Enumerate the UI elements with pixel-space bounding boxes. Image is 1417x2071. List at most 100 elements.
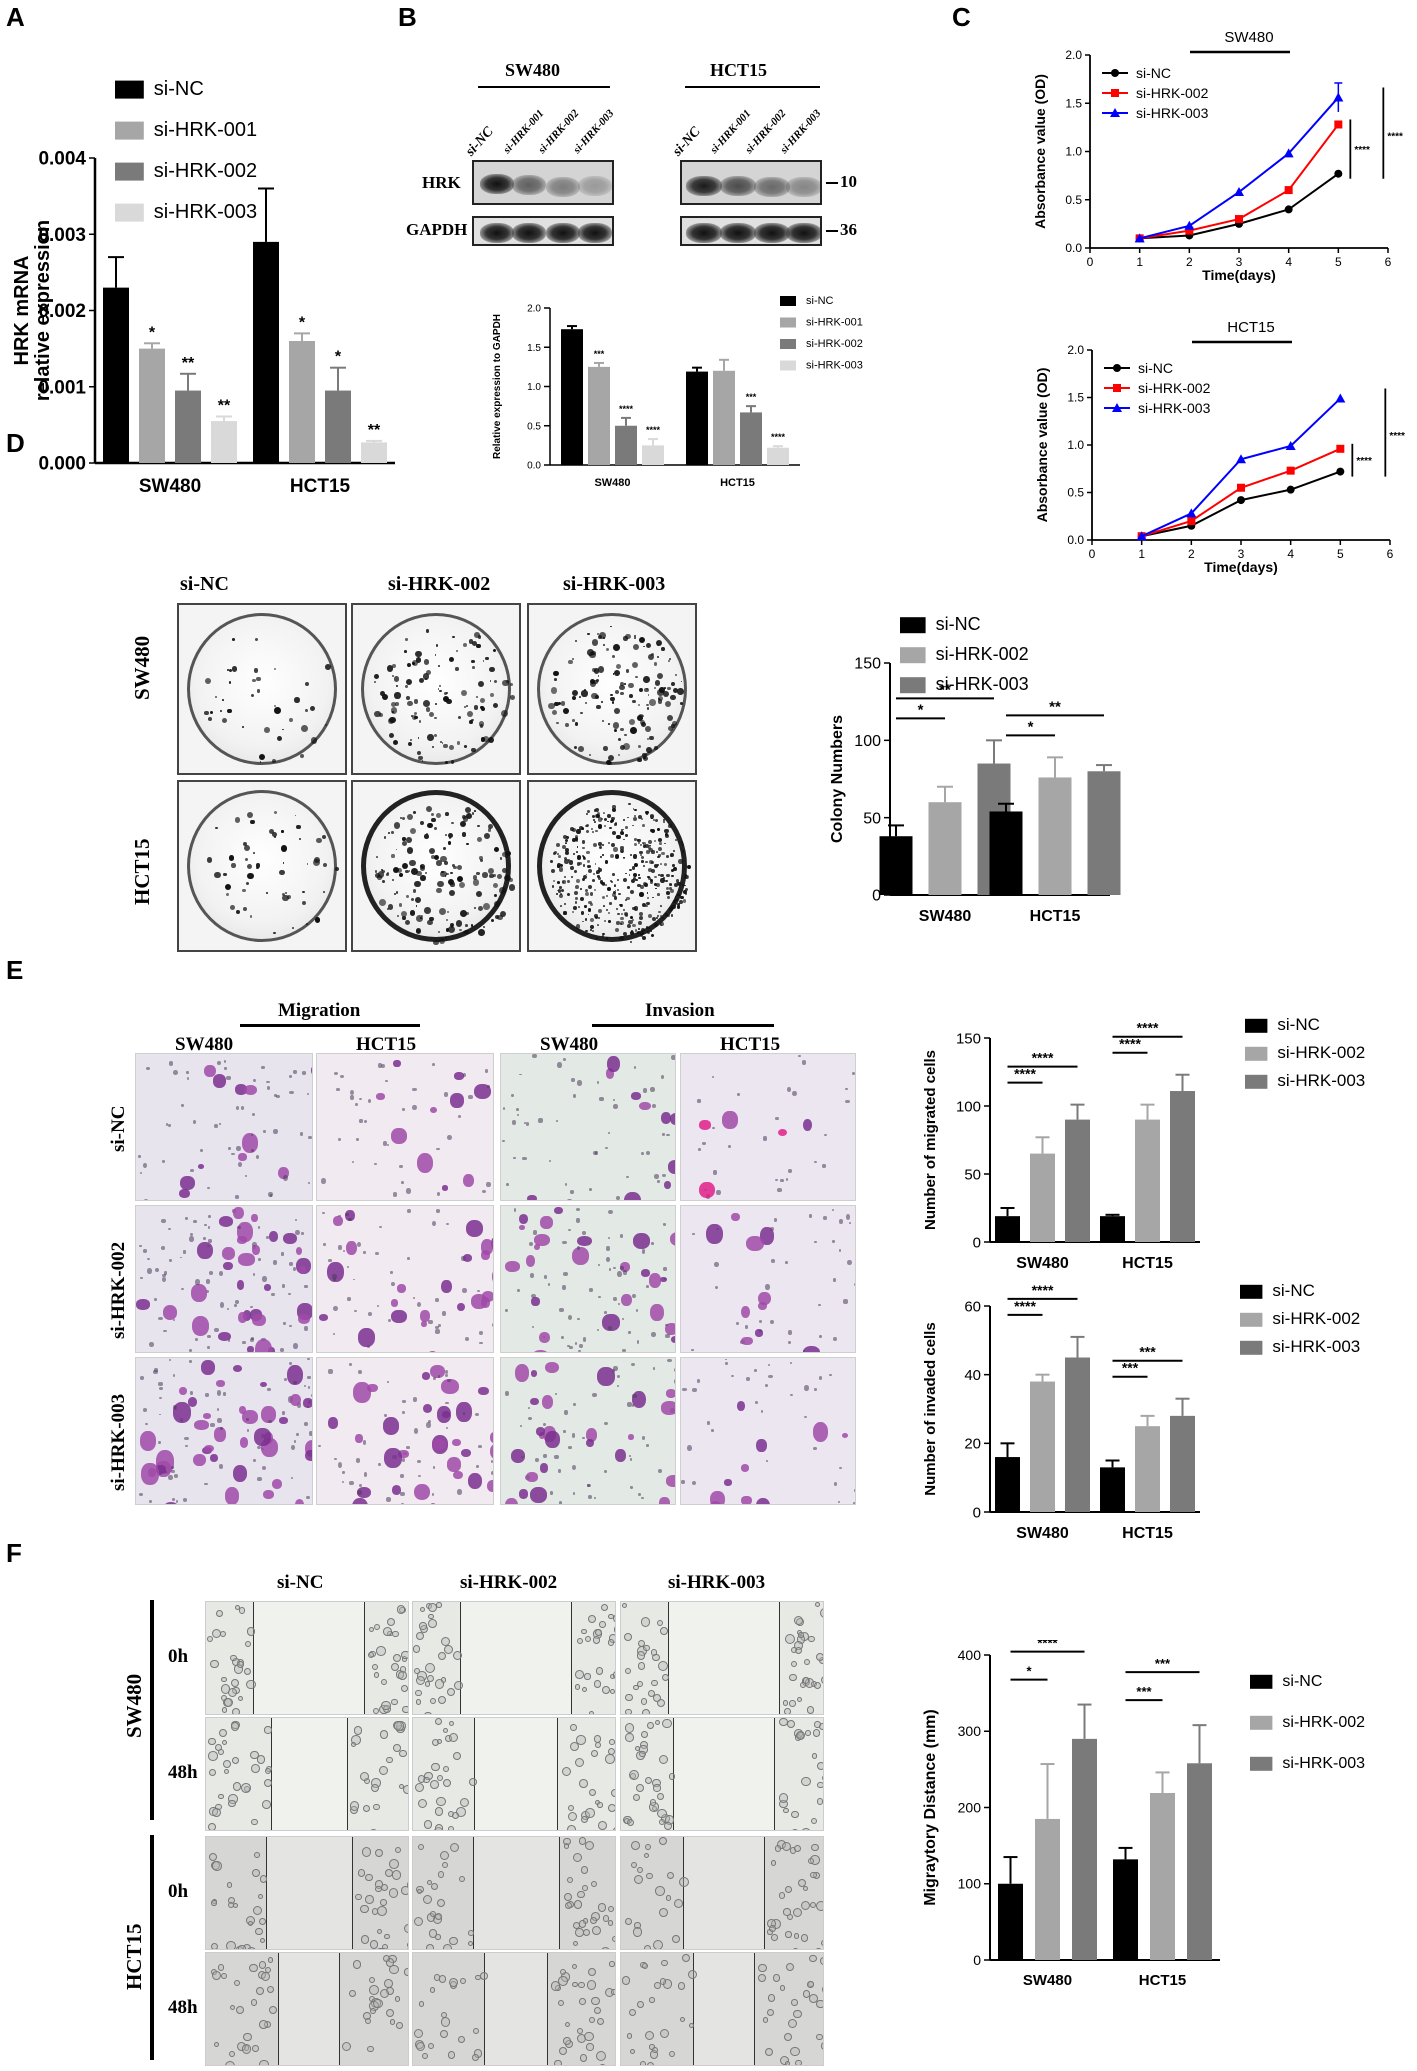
y-tick-label: 1.5 [1067,391,1084,405]
legend-label: si-HRK-003 [936,674,1029,694]
data-point [1334,169,1343,178]
bar [561,329,583,465]
x-category-label: SW480 [919,908,972,925]
marker-10: 10 [840,172,857,191]
data-point [1285,440,1296,450]
panel-label-a: A [6,2,25,32]
bar [1135,1426,1160,1512]
blot-strip-hrk-hct15 [680,160,822,205]
significance-label: * [299,314,306,331]
legend-label: si-HRK-003 [154,201,257,223]
x-tick-label: 2 [1186,255,1193,269]
data-point [1235,215,1243,224]
y-tick-label: 2.0 [1065,48,1082,62]
data-point [1111,69,1119,77]
x-category-label: SW480 [1023,1972,1072,1989]
legend-label: si-HRK-001 [154,119,257,141]
chart-a-hrk-mrna: 0.000 0.001 0.002 0.003 0.004 HRK mRNA relativ… [11,78,395,497]
bar [588,366,610,465]
y-tick-label: 1.0 [1067,438,1084,452]
y-tick-label: 1.0 [1065,145,1082,159]
x-category-label: HCT15 [1139,1972,1187,1989]
x-tick-label: 0 [1089,547,1096,561]
legend-swatch [1240,1340,1263,1355]
legend-swatch [780,317,796,328]
data-point [1184,220,1195,230]
x-tick-label: 4 [1287,547,1294,561]
bar [1030,1153,1055,1242]
significance-label: **** [646,425,661,435]
transwell-micrograph [316,1357,494,1505]
bar [103,287,129,463]
legend-swatch [1240,1312,1263,1327]
y-axis-label: Colony Numbers [829,715,846,843]
legend-swatch [1250,1715,1273,1730]
transwell-micrograph [500,1357,676,1505]
legend-label: si-NC [806,295,834,307]
x-tick-label: 1 [1138,547,1145,561]
significance-label: **** [1137,1020,1159,1036]
legend-label: si-NC [936,614,981,634]
bar [1038,777,1072,895]
blot-group-hct15: HCT15 [710,60,768,80]
colony-dish-image [527,780,697,952]
significance-label: *** [746,392,757,402]
legend-swatch [1245,1018,1268,1033]
wound-time-label: 48h [168,1762,198,1783]
bar [928,802,962,895]
wound-healing-image [620,1952,824,2066]
wound-healing-image [412,1601,616,1715]
chart-f-migratory-distance: 0 100 200 300 400 Migraytory Distance (mm) SW4… [922,1640,1365,1989]
significance-label: **** [771,432,786,442]
data-point [1134,233,1145,243]
y-tick-label: 150 [854,656,881,673]
significance-label: * [1026,1664,1032,1679]
legend-label: si-HRK-003 [806,360,863,372]
y-tick-label: 200 [958,1799,982,1815]
dish-col-label: si-NC [180,573,229,595]
bar [686,371,708,465]
y-tick-label: 0.5 [1067,486,1084,500]
legend-label: si-HRK-001 [806,317,863,329]
y-axis-label: Absorbance value (OD) [1032,74,1048,229]
data-point [1110,108,1120,117]
marker-36: 36 [840,220,857,239]
y-tick-label: 60 [964,1298,981,1315]
x-tick-label: 6 [1385,255,1392,269]
legend-swatch [900,647,926,664]
transwell-micrograph [135,1205,313,1353]
x-tick-label: 6 [1387,547,1394,561]
significance-label: ** [1049,698,1061,715]
x-axis-label: Time(days) [1204,559,1278,575]
legend-label: si-NC [154,78,204,100]
wound-healing-image [620,1836,824,1950]
legend-label: si-NC [1282,1673,1322,1690]
x-category-label: HCT15 [1122,1525,1173,1540]
blot-group-sw480: SW480 [505,60,561,80]
y-tick-label: 0.5 [1065,193,1082,207]
y-tick-label: 0.000 [38,454,86,475]
legend-label: si-HRK-002 [936,644,1029,664]
significance-label: **** [1032,1050,1054,1066]
x-tick-label: 4 [1285,255,1292,269]
legend-swatch [115,80,144,99]
significance-label: **** [1032,1282,1054,1298]
bar [1072,1738,1097,1960]
data-point [1113,364,1121,372]
bar [1087,771,1121,895]
series-line [1141,397,1342,538]
x-tick-label: 5 [1335,255,1342,269]
bar [253,241,279,463]
legend-label: si-NC [1138,360,1173,376]
blot-strip-gapdh-hct15 [680,216,822,246]
y-tick-label: 0.0 [1065,241,1082,255]
micro-col-label: SW480 [540,1034,599,1055]
chart-title: SW480 [1224,29,1273,46]
colony-dish-image [527,603,697,775]
legend-swatch [1245,1046,1268,1061]
wound-time-label: 48h [168,1997,198,2018]
y-tick-label: 0.002 [38,301,86,322]
data-point [1336,444,1345,453]
legend-label: si-HRK-002 [1277,1043,1365,1062]
transwell-micrograph [135,1053,313,1201]
